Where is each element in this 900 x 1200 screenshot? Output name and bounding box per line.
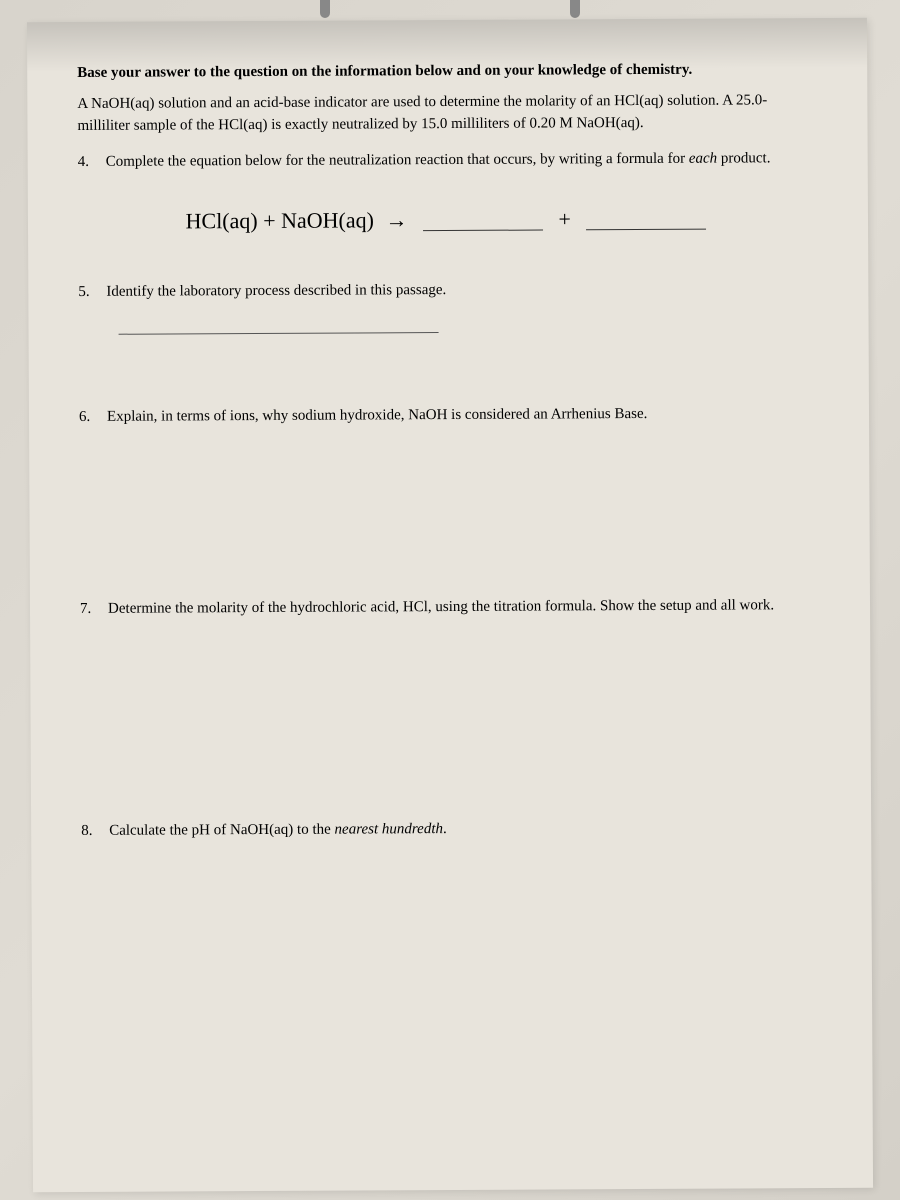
q8-text-after: . xyxy=(443,821,447,837)
q4-italic: each xyxy=(689,150,717,166)
q4-text: Complete the equation below for the neut… xyxy=(106,146,818,174)
question-7: 7. Determine the molarity of the hydroch… xyxy=(80,593,820,621)
question-4: 4. Complete the equation below for the n… xyxy=(78,146,818,174)
q6-number: 6. xyxy=(79,404,107,428)
q8-text: Calculate the pH of NaOH(aq) to the near… xyxy=(109,815,821,843)
question-8: 8. Calculate the pH of NaOH(aq) to the n… xyxy=(81,815,821,843)
q5-number: 5. xyxy=(78,279,106,303)
question-5: 5. Identify the laboratory process descr… xyxy=(78,276,818,304)
q4-text-before: Complete the equation below for the neut… xyxy=(106,150,689,169)
q5-answer-line xyxy=(119,332,439,335)
q8-number: 8. xyxy=(81,818,109,842)
worksheet-page: Base your answer to the question on the … xyxy=(27,18,873,1192)
reaction-arrow-icon: → xyxy=(385,207,407,233)
q4-number: 4. xyxy=(78,149,106,173)
product-blank-1 xyxy=(423,211,543,232)
product-blank-2 xyxy=(586,210,706,231)
equation-lhs: HCl(aq) + NaOH(aq) xyxy=(186,207,374,233)
intro-paragraph: A NaOH(aq) solution and an acid-base ind… xyxy=(77,89,817,138)
equation-line: HCl(aq) + NaOH(aq) → + xyxy=(78,205,818,235)
q7-text: Determine the molarity of the hydrochlor… xyxy=(108,593,820,621)
q7-number: 7. xyxy=(80,596,108,620)
page-shadow xyxy=(27,18,867,72)
q6-text: Explain, in terms of ions, why sodium hy… xyxy=(107,401,819,429)
question-6: 6. Explain, in terms of ions, why sodium… xyxy=(79,401,819,429)
equation-plus: + xyxy=(558,206,571,231)
q8-text-before: Calculate the pH of NaOH(aq) to the xyxy=(109,821,334,838)
q4-text-after: product. xyxy=(717,150,770,166)
q5-text: Identify the laboratory process describe… xyxy=(106,276,818,304)
q8-italic: nearest hundredth xyxy=(334,821,443,838)
